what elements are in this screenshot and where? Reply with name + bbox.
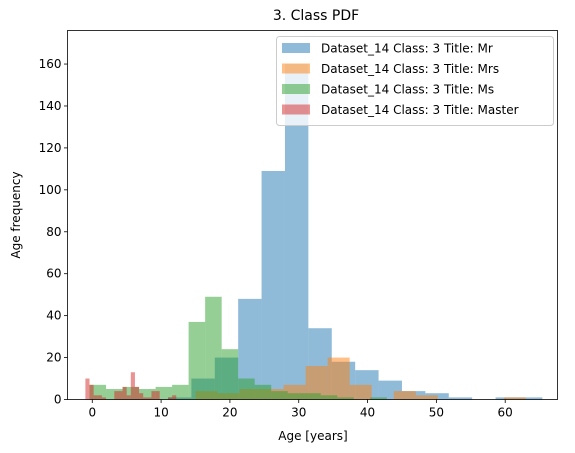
histogram-bar-series-3-bin-12 <box>134 386 140 400</box>
histogram-bar-series-2-bin-12 <box>287 393 305 400</box>
histogram-bar-series-3-bin-20 <box>167 397 173 400</box>
plot-frame <box>67 30 558 400</box>
x-tick-label: 30 <box>291 406 306 420</box>
y-tick-label: 120 <box>39 141 62 155</box>
histogram-bar-series-2-bin-17 <box>370 397 387 400</box>
y-tick-label: 0 <box>54 393 62 407</box>
y-tick-label: 80 <box>46 225 61 239</box>
histogram-bar-series-3-bin-21 <box>172 395 177 400</box>
y-axis: 0 20 40 60 80 100 120 140 160 <box>39 57 68 407</box>
x-tick-label: 60 <box>498 406 513 420</box>
x-tick-label: 20 <box>222 406 237 420</box>
histogram-bar-series-0-bin-3 <box>238 298 262 400</box>
histogram-bar-series-3-bin-17 <box>155 391 160 400</box>
histogram-bar-series-1-bin-7 <box>349 384 372 400</box>
histogram-bar-series-0-bin-15 <box>518 397 543 400</box>
histogram-bar-series-2-bin-15 <box>337 397 354 400</box>
histogram-bar-series-3-bin-14 <box>143 397 148 400</box>
histogram-bar-series-3-bin-16 <box>151 391 156 400</box>
legend-swatch <box>282 63 310 74</box>
x-tick-label: 0 <box>88 406 96 420</box>
y-axis-label: Age frequency <box>9 171 23 258</box>
histogram-bar-series-1-bin-10 <box>415 395 438 400</box>
y-tick-label: 100 <box>39 183 62 197</box>
histogram-bar-series-3-bin-15 <box>147 397 152 400</box>
histogram-bar-series-3-bin-8 <box>118 391 123 400</box>
y-tick-label: 40 <box>46 309 61 323</box>
histogram-bar-series-3-bin-2 <box>93 395 98 400</box>
histogram-bar-series-2-bin-13 <box>304 393 321 400</box>
histogram-bar-series-1-bin-9 <box>393 391 416 400</box>
legend: Dataset_14 Class: 3 Title: Mr Dataset_14 … <box>276 36 554 126</box>
x-tick-label: 40 <box>360 406 375 420</box>
histogram-bar-series-1-bin-6 <box>327 357 350 400</box>
histogram-bar-series-3-bin-9 <box>122 386 127 400</box>
histogram-bar-series-2-bin-3 <box>139 389 156 400</box>
x-tick-label: 50 <box>429 406 444 420</box>
histogram-bar-series-2-bin-6 <box>188 321 206 400</box>
legend-label: Dataset_14 Class: 3 Title: Mrs <box>321 62 499 76</box>
histogram-bar-series-2-bin-7 <box>205 296 222 400</box>
histogram-bar-series-0-bin-12 <box>448 397 473 400</box>
histogram-bar-series-3-bin-0 <box>85 378 90 400</box>
y-tick-label: 140 <box>39 99 62 113</box>
x-axis: 0 10 20 30 40 50 60 <box>88 399 513 420</box>
histogram-bar-series-3-bin-1 <box>89 384 94 400</box>
legend-label: Dataset_14 Class: 3 Title: Mr <box>321 42 493 56</box>
histogram-bar-series-3-bin-7 <box>114 391 119 400</box>
bars-layer <box>85 64 543 400</box>
chart-title: 3. Class PDF <box>273 8 359 24</box>
y-tick-label: 20 <box>46 351 61 365</box>
histogram-bar-series-2-bin-14 <box>320 395 338 400</box>
histogram-bar-series-2-bin-9 <box>238 378 255 400</box>
legend-swatch <box>282 84 310 94</box>
y-tick-label: 60 <box>46 267 61 281</box>
legend-label: Dataset_14 Class: 3 Title: Ms <box>321 83 494 97</box>
histogram-bar-series-1-bin-5 <box>305 365 328 400</box>
histogram-bar-series-3-bin-4 <box>101 397 107 400</box>
histogram-bar-series-0-bin-4 <box>261 170 285 400</box>
histogram-bar-series-2-bin-11 <box>271 391 288 400</box>
y-tick-label: 160 <box>39 57 62 71</box>
legend-box <box>276 36 554 126</box>
histogram-bar-series-3-bin-10 <box>126 395 131 400</box>
histogram-bar-series-3-bin-11 <box>130 372 135 400</box>
histogram-bar-series-3-bin-3 <box>97 395 102 400</box>
histogram-bar-series-2-bin-10 <box>254 384 272 400</box>
histogram-bar-series-1-bin-14 <box>503 397 526 400</box>
legend-swatch <box>282 43 310 53</box>
x-axis-label: Age [years] <box>278 429 347 443</box>
x-tick-label: 10 <box>153 406 168 420</box>
histogram-bar-series-2-bin-8 <box>221 349 239 400</box>
legend-swatch <box>282 104 310 115</box>
histogram-bar-series-0-bin-5 <box>284 64 309 400</box>
legend-label: Dataset_14 Class: 3 Title: Master <box>321 103 519 117</box>
histogram-bar-series-3-bin-13 <box>139 393 144 400</box>
